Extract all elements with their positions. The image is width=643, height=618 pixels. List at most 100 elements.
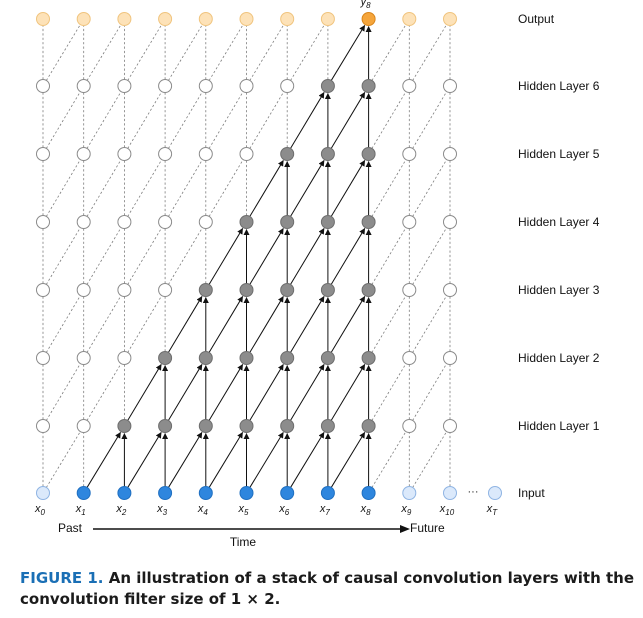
input-node bbox=[488, 486, 502, 500]
inactive-edge bbox=[371, 92, 406, 149]
inactive-edge bbox=[168, 160, 203, 217]
inactive-edge bbox=[86, 228, 121, 285]
inactive-edge bbox=[412, 160, 447, 217]
hidden-node-active bbox=[280, 419, 295, 433]
layer-label: Hidden Layer 5 bbox=[518, 147, 600, 161]
hidden-node bbox=[36, 79, 50, 93]
inactive-edge bbox=[168, 228, 203, 285]
hidden-node-active bbox=[361, 419, 376, 433]
inactive-edge bbox=[127, 296, 162, 353]
active-diagonal-edge bbox=[249, 228, 284, 285]
active-diagonal-edge bbox=[330, 92, 366, 149]
inactive-edge bbox=[208, 92, 243, 149]
input-label: x4 bbox=[197, 503, 209, 517]
hidden-node bbox=[117, 147, 132, 161]
inactive-edge bbox=[208, 160, 243, 217]
input-label: x5 bbox=[238, 503, 250, 517]
hidden-node-active bbox=[320, 215, 335, 229]
output-node bbox=[239, 12, 254, 26]
inactive-edge bbox=[371, 364, 406, 421]
active-diagonal-edge bbox=[249, 364, 284, 421]
inactive-edge bbox=[45, 296, 81, 353]
output-node bbox=[76, 12, 91, 26]
connection-edges bbox=[42, 24, 451, 488]
causal-convolution-diagram: ··· Output Hidden Layer 6 Hidden Layer 5 Hid… bbox=[34, 0, 600, 549]
active-diagonal-edge bbox=[208, 228, 244, 285]
hidden-node bbox=[36, 351, 50, 365]
active-diagonal-edge bbox=[330, 431, 366, 488]
hidden-node-active bbox=[361, 147, 376, 161]
hidden-node bbox=[443, 283, 457, 297]
active-diagonal-edge bbox=[290, 228, 325, 285]
time-label: Time bbox=[230, 535, 257, 549]
hidden-node-active bbox=[280, 215, 295, 229]
inactive-edge bbox=[168, 25, 203, 81]
hidden-node bbox=[76, 147, 91, 161]
active-diagonal-edge bbox=[168, 431, 203, 488]
hidden-node-active bbox=[239, 283, 254, 297]
output-node-active bbox=[361, 12, 376, 26]
figure-caption: FIGURE 1. An illustration of a stack of … bbox=[20, 568, 635, 610]
hidden-node bbox=[76, 419, 91, 433]
inactive-edge bbox=[371, 432, 406, 488]
inactive-edge bbox=[127, 228, 162, 285]
hidden-node bbox=[402, 79, 417, 93]
active-diagonal-edge bbox=[290, 364, 325, 421]
hidden-node bbox=[443, 351, 457, 365]
hidden-node-active bbox=[239, 215, 254, 229]
active-diagonal-edge bbox=[249, 296, 284, 353]
hidden-node-active bbox=[320, 419, 335, 433]
hidden-node bbox=[198, 215, 213, 229]
input-node bbox=[402, 486, 417, 500]
hidden-node bbox=[158, 215, 173, 229]
active-diagonal-edge bbox=[127, 431, 162, 488]
input-label: x1 bbox=[75, 503, 86, 517]
input-label: x3 bbox=[156, 503, 168, 517]
inactive-edge bbox=[86, 364, 121, 421]
hidden-node bbox=[36, 283, 50, 297]
active-diagonal-edge bbox=[86, 431, 121, 488]
hidden-node bbox=[443, 79, 457, 93]
layer-label: Hidden Layer 1 bbox=[518, 419, 600, 433]
hidden-node bbox=[76, 215, 91, 229]
output-node bbox=[280, 12, 295, 26]
output-node bbox=[443, 12, 457, 26]
active-diagonal-edge bbox=[330, 160, 366, 217]
hidden-node bbox=[76, 283, 91, 297]
hidden-node-active bbox=[361, 79, 376, 93]
hidden-node bbox=[402, 283, 417, 297]
hidden-node-active bbox=[280, 283, 295, 297]
active-diagonal-edge bbox=[127, 364, 162, 421]
hidden-node bbox=[239, 147, 254, 161]
inactive-edge bbox=[371, 296, 406, 353]
input-label: x9 bbox=[400, 503, 412, 517]
input-node-active bbox=[361, 486, 376, 500]
hidden-node-active bbox=[280, 351, 295, 365]
inactive-edge bbox=[46, 25, 81, 81]
hidden-node-active bbox=[320, 147, 335, 161]
inactive-edge bbox=[127, 160, 162, 217]
active-diagonal-edge bbox=[330, 296, 366, 353]
layer-label: Hidden Layer 2 bbox=[518, 351, 600, 365]
hidden-node bbox=[76, 351, 91, 365]
hidden-node bbox=[198, 147, 213, 161]
hidden-node bbox=[117, 215, 132, 229]
inactive-edge bbox=[127, 92, 162, 149]
inactive-edge bbox=[412, 296, 447, 353]
output-label: y8 bbox=[360, 0, 372, 10]
hidden-node-active bbox=[361, 283, 376, 297]
inactive-edge bbox=[371, 228, 406, 285]
output-node bbox=[117, 12, 132, 26]
hidden-node-active bbox=[280, 147, 295, 161]
inactive-edge bbox=[86, 160, 121, 217]
active-diagonal-edge bbox=[249, 160, 284, 217]
hidden-node bbox=[402, 419, 417, 433]
input-node-active bbox=[158, 486, 173, 500]
input-label: x0 bbox=[34, 503, 46, 517]
figure-label: FIGURE 1. bbox=[20, 569, 104, 587]
layer-label: Output bbox=[518, 12, 555, 26]
input-node-active bbox=[239, 486, 254, 500]
input-node-active bbox=[117, 486, 132, 500]
hidden-node-active bbox=[361, 215, 376, 229]
past-label: Past bbox=[58, 521, 83, 535]
